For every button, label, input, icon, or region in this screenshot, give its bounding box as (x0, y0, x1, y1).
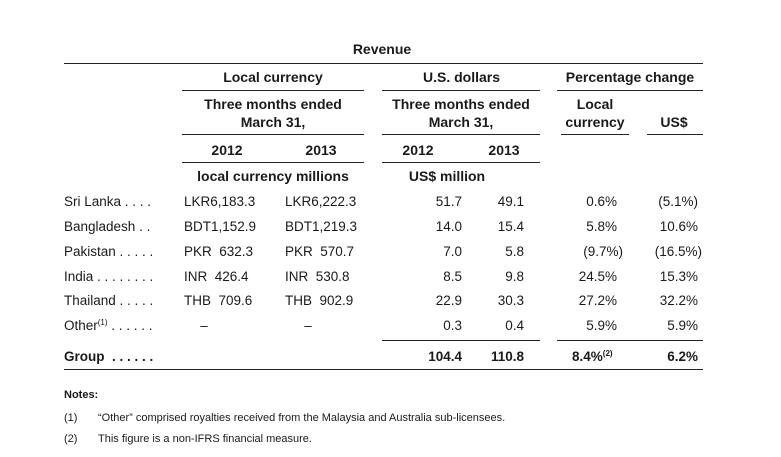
usd-period-line1: Three months ended (392, 96, 530, 112)
leader-dots: . . . . . (115, 244, 154, 259)
leader-dots: . . . . . . (104, 349, 154, 364)
year-local-2013: 2013 (305, 142, 337, 158)
pct-local: 27.2% (578, 293, 617, 308)
pct-usd: (16.5%) (654, 244, 702, 259)
usd-2012: 8.5 (443, 269, 462, 284)
country-name: Sri Lanka (64, 194, 122, 209)
pct-local: 24.5% (578, 269, 617, 284)
usd-2012: 51.7 (435, 194, 462, 209)
notes-title: Notes: (64, 389, 99, 401)
country-name: Thailand (64, 293, 116, 308)
usd-period-line2: March 31, (428, 114, 494, 130)
pct-local: 5.9% (586, 318, 617, 333)
leader-dots: . . (135, 219, 151, 234)
usd-2012: 22.9 (435, 293, 462, 308)
local-currency-rule (182, 90, 364, 91)
lc-2013: BDT1,219.3 (285, 219, 358, 234)
footnote-marker: (1) (97, 318, 108, 327)
group-label: Group (64, 349, 105, 364)
total-usd-2012: 104.4 (428, 349, 462, 364)
usd-period-rule (382, 134, 540, 135)
pct-usd-rule (647, 134, 703, 135)
total-pct-local-value: 8.4% (572, 349, 603, 364)
pct-usd: 5.9% (667, 318, 698, 333)
total-pct-usd: 6.2% (667, 349, 698, 364)
unit-usd: US$ million (408, 168, 486, 184)
header-rule-top (64, 63, 703, 64)
lc-2012: THB 709.6 (184, 293, 253, 308)
note-text: “Other” comprised royalties received fro… (98, 412, 506, 424)
percentage-change-heading: Percentage change (565, 69, 695, 85)
country-name: Bangladesh (64, 219, 136, 234)
usd-2012: 0.3 (443, 318, 462, 333)
usd-2013: 5.8 (505, 244, 524, 259)
pct-usd-heading: US$ (660, 114, 688, 130)
percentage-change-rule (557, 90, 703, 91)
lc-2012: BDT1,152.9 (184, 219, 257, 234)
usd-2013: 30.3 (497, 293, 524, 308)
pct-local: 5.8% (586, 219, 617, 234)
pct-usd: 15.3% (659, 269, 698, 284)
usd-2012: 7.0 (443, 244, 462, 259)
pct-local: 0.6% (586, 194, 617, 209)
pct-local: (9.7%) (583, 244, 623, 259)
usd-2013: 49.1 (497, 194, 524, 209)
note-number: (2) (64, 433, 78, 445)
pct-local-rule (561, 134, 629, 135)
row-label: India . . . . . . . . (64, 269, 153, 284)
note-number: (1) (64, 412, 78, 424)
country-name: Pakistan (64, 244, 116, 259)
us-dollars-rule (382, 90, 540, 91)
leader-dots: . . . . (121, 194, 152, 209)
footnote-marker: (2) (602, 349, 613, 358)
usd-2013: 0.4 (505, 318, 524, 333)
pct-usd: (5.1%) (658, 194, 698, 209)
year-local-rule (182, 162, 364, 163)
leader-dots: . . . . . . . . (93, 269, 154, 284)
total-usd-2013: 110.8 (490, 349, 524, 364)
local-currency-heading: Local currency (223, 69, 323, 85)
us-dollars-heading: U.S. dollars (422, 69, 501, 85)
lc-2012: INR 426.4 (184, 269, 249, 284)
local-period-line1: Three months ended (204, 96, 342, 112)
lc-2012: PKR 632.3 (184, 244, 254, 259)
year-usd-2013: 2013 (488, 142, 520, 158)
country-name: India (64, 269, 94, 284)
pct-total-rule (557, 340, 703, 341)
country-name: Other (64, 318, 98, 333)
local-period-rule (182, 134, 364, 135)
year-local-2012: 2012 (211, 142, 243, 158)
lc-2012: – (200, 318, 208, 333)
usd-2013: 9.8 (505, 269, 524, 284)
pct-usd: 32.2% (659, 293, 698, 308)
lc-2013: THB 902.9 (285, 293, 354, 308)
total-label: Group . . . . . . (64, 349, 153, 364)
lc-2012: LKR6,183.3 (184, 194, 256, 209)
row-label: Other(1) . . . . . . (64, 318, 153, 333)
unit-local: local currency millions (197, 168, 349, 184)
usd-2012: 14.0 (435, 219, 462, 234)
year-usd-rule (382, 162, 540, 163)
row-label: Bangladesh . . (64, 219, 150, 234)
pct-local-line2: currency (565, 114, 625, 130)
pct-usd: 10.6% (659, 219, 698, 234)
revenue-title: Revenue (352, 41, 412, 57)
leader-dots: . . . . . . (107, 318, 153, 333)
table-bottom-rule (64, 369, 703, 370)
lc-2013: – (304, 318, 312, 333)
row-label: Pakistan . . . . . (64, 244, 153, 259)
note-text: This figure is a non-IFRS financial meas… (98, 433, 312, 445)
lc-2013: LKR6,222.3 (285, 194, 357, 209)
lc-2013: INR 530.8 (285, 269, 350, 284)
leader-dots: . . . . . (115, 293, 154, 308)
pct-local-line1: Local (576, 96, 614, 112)
row-label: Thailand . . . . . (64, 293, 153, 308)
total-pct-local: 8.4%(2) (572, 349, 613, 364)
local-period-line2: March 31, (240, 114, 306, 130)
row-label: Sri Lanka . . . . (64, 194, 151, 209)
year-usd-2012: 2012 (402, 142, 434, 158)
lc-2013: PKR 570.7 (285, 244, 355, 259)
usd-total-rule (382, 340, 540, 341)
usd-2013: 15.4 (497, 219, 524, 234)
